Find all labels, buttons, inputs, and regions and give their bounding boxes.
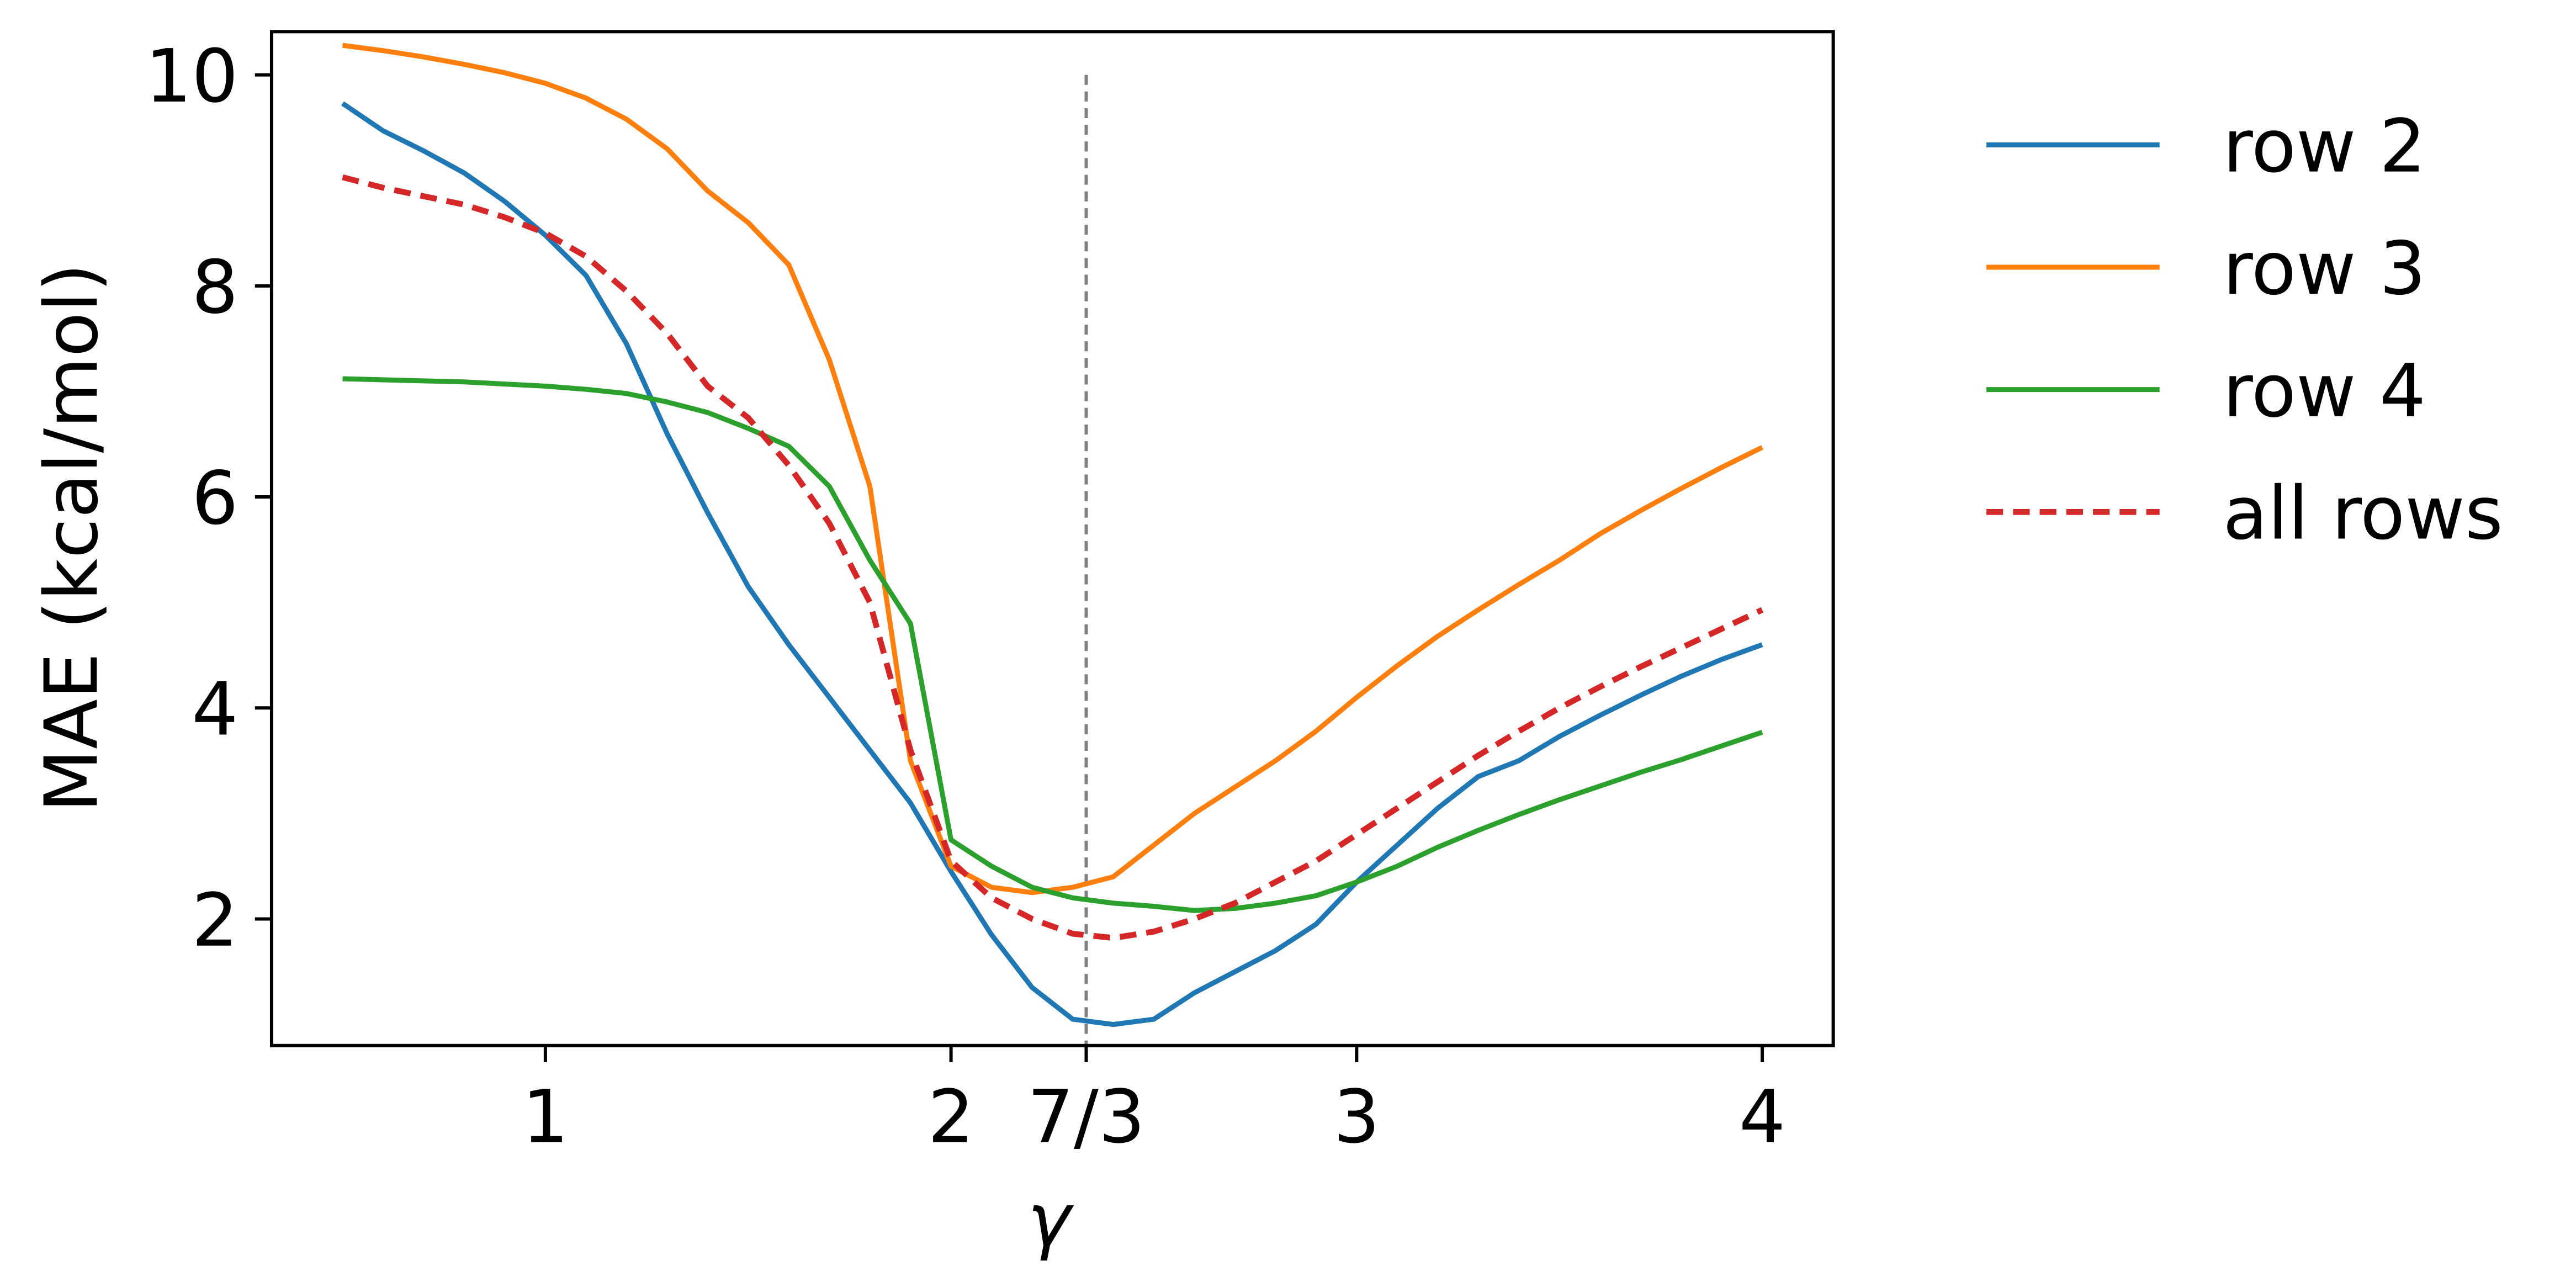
- plot-area: [341, 43, 1764, 1046]
- series-line: [342, 43, 1764, 896]
- series-line: [342, 376, 1763, 913]
- legend-label: row 4: [2223, 349, 2426, 434]
- legend-label: row 3: [2223, 226, 2426, 311]
- legend-label: row 2: [2223, 104, 2426, 189]
- legend-label: all rows: [2223, 471, 2503, 557]
- y-tick-label: 10: [145, 34, 238, 119]
- y-axis-label: MAE (kcal/mol): [29, 263, 114, 813]
- x-tick-label: 7/3: [1027, 1075, 1146, 1160]
- x-tick-label: 4: [1739, 1075, 1785, 1160]
- series-line: [342, 174, 1764, 941]
- y-tick-label: 6: [192, 456, 238, 541]
- x-axis-label: γ: [1027, 1178, 1074, 1263]
- x-tick-label: 2: [927, 1075, 974, 1160]
- x-tick-label: 3: [1333, 1075, 1380, 1160]
- axes-frame: [269, 30, 1835, 1047]
- series-line: [341, 101, 1763, 1027]
- y-tick-label: 4: [192, 667, 238, 753]
- y-tick-label: 8: [192, 245, 238, 330]
- x-tick-label: 1: [522, 1075, 569, 1160]
- y-tick-label: 2: [192, 878, 238, 963]
